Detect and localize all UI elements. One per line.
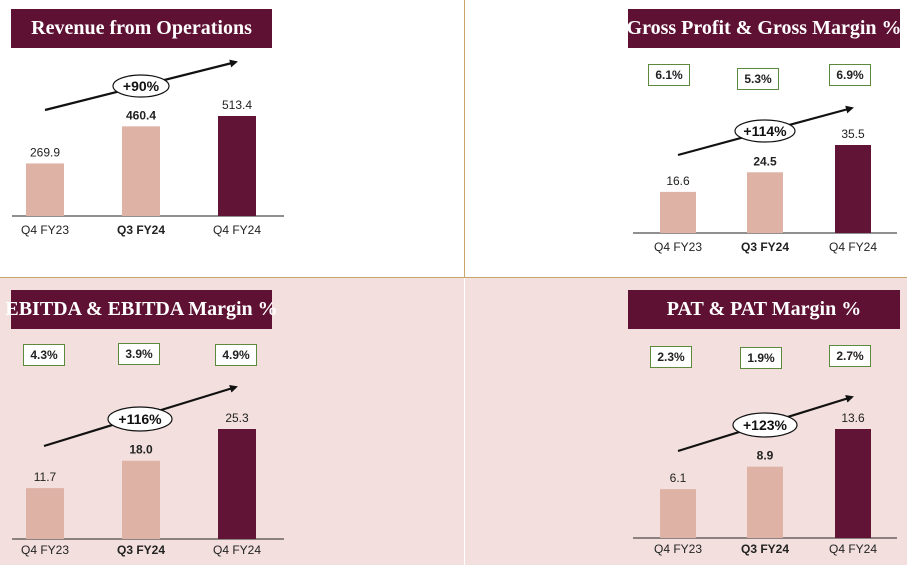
margin-badge-gp-q3fy24: 5.3% (737, 68, 779, 90)
margin-badge-gp-q4fy23: 6.1% (648, 64, 690, 86)
bar-ebitda-2 (122, 460, 160, 539)
category-label-pat-1: Q4 FY23 (654, 542, 702, 556)
chart-title-pat: PAT & PAT Margin % (628, 290, 900, 329)
data-label-ebitda-3: 25.3 (225, 411, 249, 425)
margin-badge-ebitda-q3fy24: 3.9% (118, 343, 160, 365)
category-label-ebitda-3: Q4 FY24 (213, 543, 261, 557)
chart-title-revenue: Revenue from Operations (11, 9, 272, 48)
data-label-ebitda-1: 11.7 (34, 470, 57, 484)
category-label-revenue-1: Q4 FY23 (21, 223, 69, 237)
growth-badge-pat (732, 412, 798, 438)
data-label-gross-profit-3: 35.5 (841, 127, 865, 141)
vertical-divider (464, 0, 465, 277)
data-label-pat-3: 13.6 (841, 411, 865, 425)
horizontal-divider (0, 277, 907, 278)
bar-revenue-3 (218, 116, 256, 216)
bar-revenue-1 (26, 163, 64, 216)
category-label-gross-profit-3: Q4 FY24 (829, 240, 877, 254)
growth-label-revenue: +90% (123, 78, 160, 94)
bar-gross-profit-1 (660, 191, 696, 233)
bar-gross-profit-2 (747, 172, 783, 233)
category-label-gross-profit-1: Q4 FY23 (654, 240, 702, 254)
data-label-gross-profit-1: 16.6 (666, 174, 690, 188)
data-label-gross-profit-2: 24.5 (753, 154, 777, 168)
bar-pat-2 (747, 466, 783, 538)
data-label-revenue-2: 460.4 (126, 108, 156, 122)
chart-title-ebitda: EBITDA & EBITDA Margin % (5, 290, 278, 329)
growth-badge-revenue (112, 74, 170, 98)
data-label-revenue-3: 513.4 (222, 98, 252, 112)
margin-badge-ebitda-q4fy23: 4.3% (23, 344, 65, 366)
growth-label-gross-profit: +114% (743, 123, 787, 139)
category-label-pat-3: Q4 FY24 (829, 542, 877, 556)
bar-pat-3 (835, 429, 871, 538)
bar-pat-1 (660, 489, 696, 538)
margin-badge-gp-q4fy24: 6.9% (829, 64, 871, 86)
growth-badge-gross-profit (734, 119, 796, 143)
data-label-ebitda-2: 18.0 (129, 443, 153, 457)
growth-label-pat: +123% (743, 417, 788, 433)
data-label-revenue-1: 269.9 (30, 145, 60, 159)
bar-revenue-2 (122, 126, 160, 216)
category-label-revenue-3: Q4 FY24 (213, 223, 261, 237)
margin-badge-pat-q4fy24: 2.7% (829, 345, 871, 367)
data-label-pat-1: 6.1 (670, 471, 687, 485)
growth-label-ebitda: +116% (118, 411, 162, 427)
margin-badge-pat-q3fy24: 1.9% (740, 347, 782, 369)
margin-badge-ebitda-q4fy24: 4.9% (215, 344, 257, 366)
category-label-revenue-2: Q3 FY24 (117, 223, 165, 237)
bar-ebitda-1 (26, 488, 64, 539)
category-label-ebitda-1: Q4 FY23 (21, 543, 69, 557)
category-label-pat-2: Q3 FY24 (741, 542, 789, 556)
margin-badge-pat-q4fy23: 2.3% (650, 346, 692, 368)
data-label-pat-2: 8.9 (757, 449, 774, 463)
bar-gross-profit-3 (835, 145, 871, 233)
bar-ebitda-3 (218, 429, 256, 539)
chart-title-gross-profit: Gross Profit & Gross Margin % (627, 9, 902, 48)
category-label-gross-profit-2: Q3 FY24 (741, 240, 789, 254)
category-label-ebitda-2: Q3 FY24 (117, 543, 165, 557)
growth-badge-ebitda (107, 406, 173, 432)
